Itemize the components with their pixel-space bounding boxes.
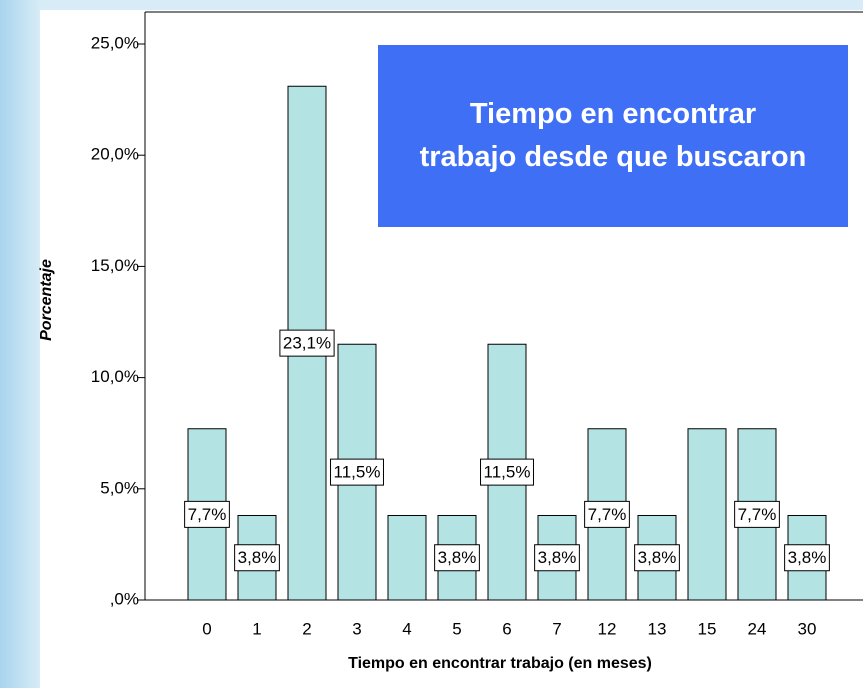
x-tick-label: 4 (402, 619, 411, 638)
x-tick-label: 30 (798, 619, 817, 638)
value-label: 3,8% (538, 548, 577, 567)
value-label-box (734, 500, 780, 528)
y-tick-label: ,0% (110, 589, 139, 608)
value-label: 7,7% (188, 505, 227, 524)
x-tick-label: 5 (452, 619, 461, 638)
value-label: 11,5% (484, 463, 531, 482)
value-label: 7,7% (588, 505, 627, 524)
x-tick-label: 13 (648, 619, 667, 638)
chart-title: Tiempo en encontrar trabajo desde que bu… (378, 45, 848, 227)
x-tick-label: 6 (502, 619, 511, 638)
x-tick-label: 15 (698, 619, 717, 638)
y-tick-label: 25,0% (91, 33, 139, 52)
value-label: 23,1% (283, 334, 331, 353)
value-label-box (634, 544, 680, 572)
y-axis-title: Porcentaje (38, 259, 55, 341)
x-tick-label: 7 (552, 619, 561, 638)
y-tick-label: 10,0% (91, 367, 139, 386)
bar (687, 428, 727, 601)
value-label-box (234, 544, 280, 572)
y-tick-label: 15,0% (91, 256, 139, 275)
value-label-box (434, 544, 480, 572)
y-tick-label: 5,0% (100, 478, 139, 497)
value-label: 3,8% (638, 548, 677, 567)
x-tick-label: 2 (302, 619, 311, 638)
x-tick-label: 12 (598, 619, 617, 638)
value-label: 3,8% (788, 548, 827, 567)
value-label-box (330, 458, 384, 486)
value-label-box (279, 329, 335, 357)
bar (387, 514, 427, 601)
value-label-box (480, 458, 534, 486)
value-label: 3,8% (238, 548, 277, 567)
value-label: 7,7% (738, 505, 777, 524)
x-tick-label: 0 (202, 619, 211, 638)
value-label-box (584, 500, 630, 528)
x-axis-title: Tiempo en encontrar trabajo (en meses) (348, 655, 652, 672)
value-label-box (784, 544, 830, 572)
y-tick-label: 20,0% (91, 145, 139, 164)
value-label-box (534, 544, 580, 572)
value-label: 11,5% (334, 463, 381, 482)
value-label-box (184, 500, 230, 528)
x-tick-label: 3 (352, 619, 361, 638)
x-tick-label: 24 (748, 619, 767, 638)
value-label: 3,8% (438, 548, 477, 567)
x-tick-label: 1 (252, 619, 261, 638)
